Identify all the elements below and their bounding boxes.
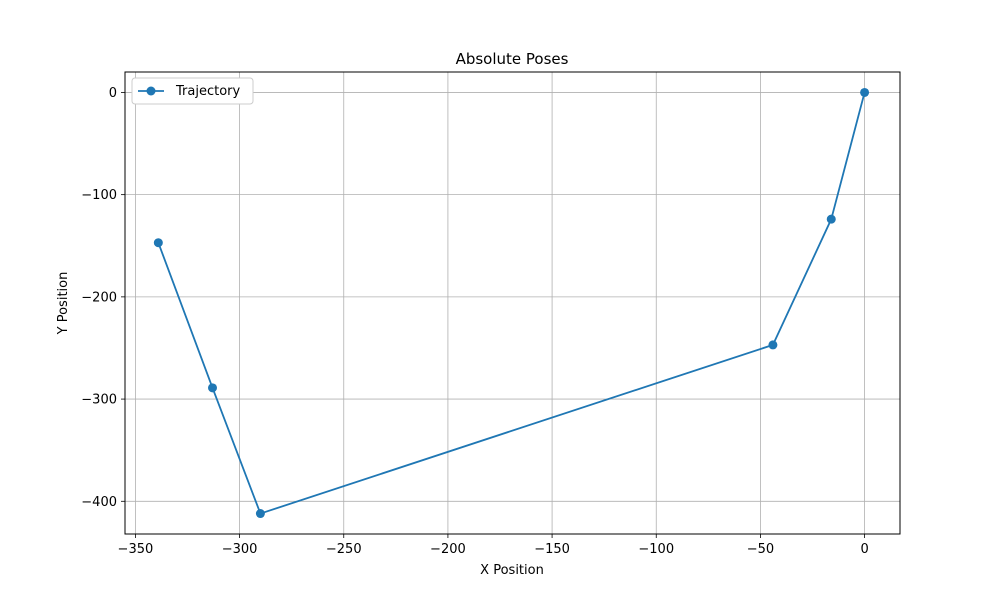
x-tick-label: −50 — [747, 542, 774, 557]
x-tick-label: −150 — [534, 542, 570, 557]
x-tick-label: −250 — [326, 542, 362, 557]
legend: Trajectory — [131, 77, 254, 105]
plot-frame — [124, 71, 901, 535]
series-line-trajectory — [157, 92, 866, 515]
legend-label-trajectory: Trajectory — [175, 84, 240, 99]
data-point — [826, 214, 836, 224]
data-point — [153, 238, 163, 248]
x-tick-label: −300 — [222, 542, 258, 557]
data-point — [208, 383, 217, 393]
legend-marker-swatch — [146, 86, 156, 96]
data-point — [860, 87, 870, 97]
x-tick-label: −200 — [430, 542, 466, 557]
x-tick-label: 0 — [860, 542, 868, 557]
series-layer — [153, 87, 870, 519]
y-tick-label: −400 — [81, 495, 117, 510]
y-tick-label: −300 — [81, 393, 117, 408]
y-tick-label: 0 — [109, 86, 117, 101]
data-point — [255, 509, 265, 519]
y-axis-label: Y Position — [56, 272, 71, 336]
legend-box — [131, 77, 254, 105]
axis-ticks: −350 −300 −250 −200 −150 −100 −50 0 0 −100 −200 −30… — [81, 86, 868, 557]
x-tick-label: −100 — [638, 542, 674, 557]
y-tick-label: −100 — [81, 188, 117, 203]
y-tick-label: −200 — [81, 290, 117, 305]
grid-lines — [125, 72, 900, 534]
chart-title: Absolute Poses — [456, 50, 569, 68]
x-axis-label: X Position — [480, 563, 544, 578]
x-tick-label: −350 — [118, 542, 154, 557]
data-point — [768, 340, 778, 350]
